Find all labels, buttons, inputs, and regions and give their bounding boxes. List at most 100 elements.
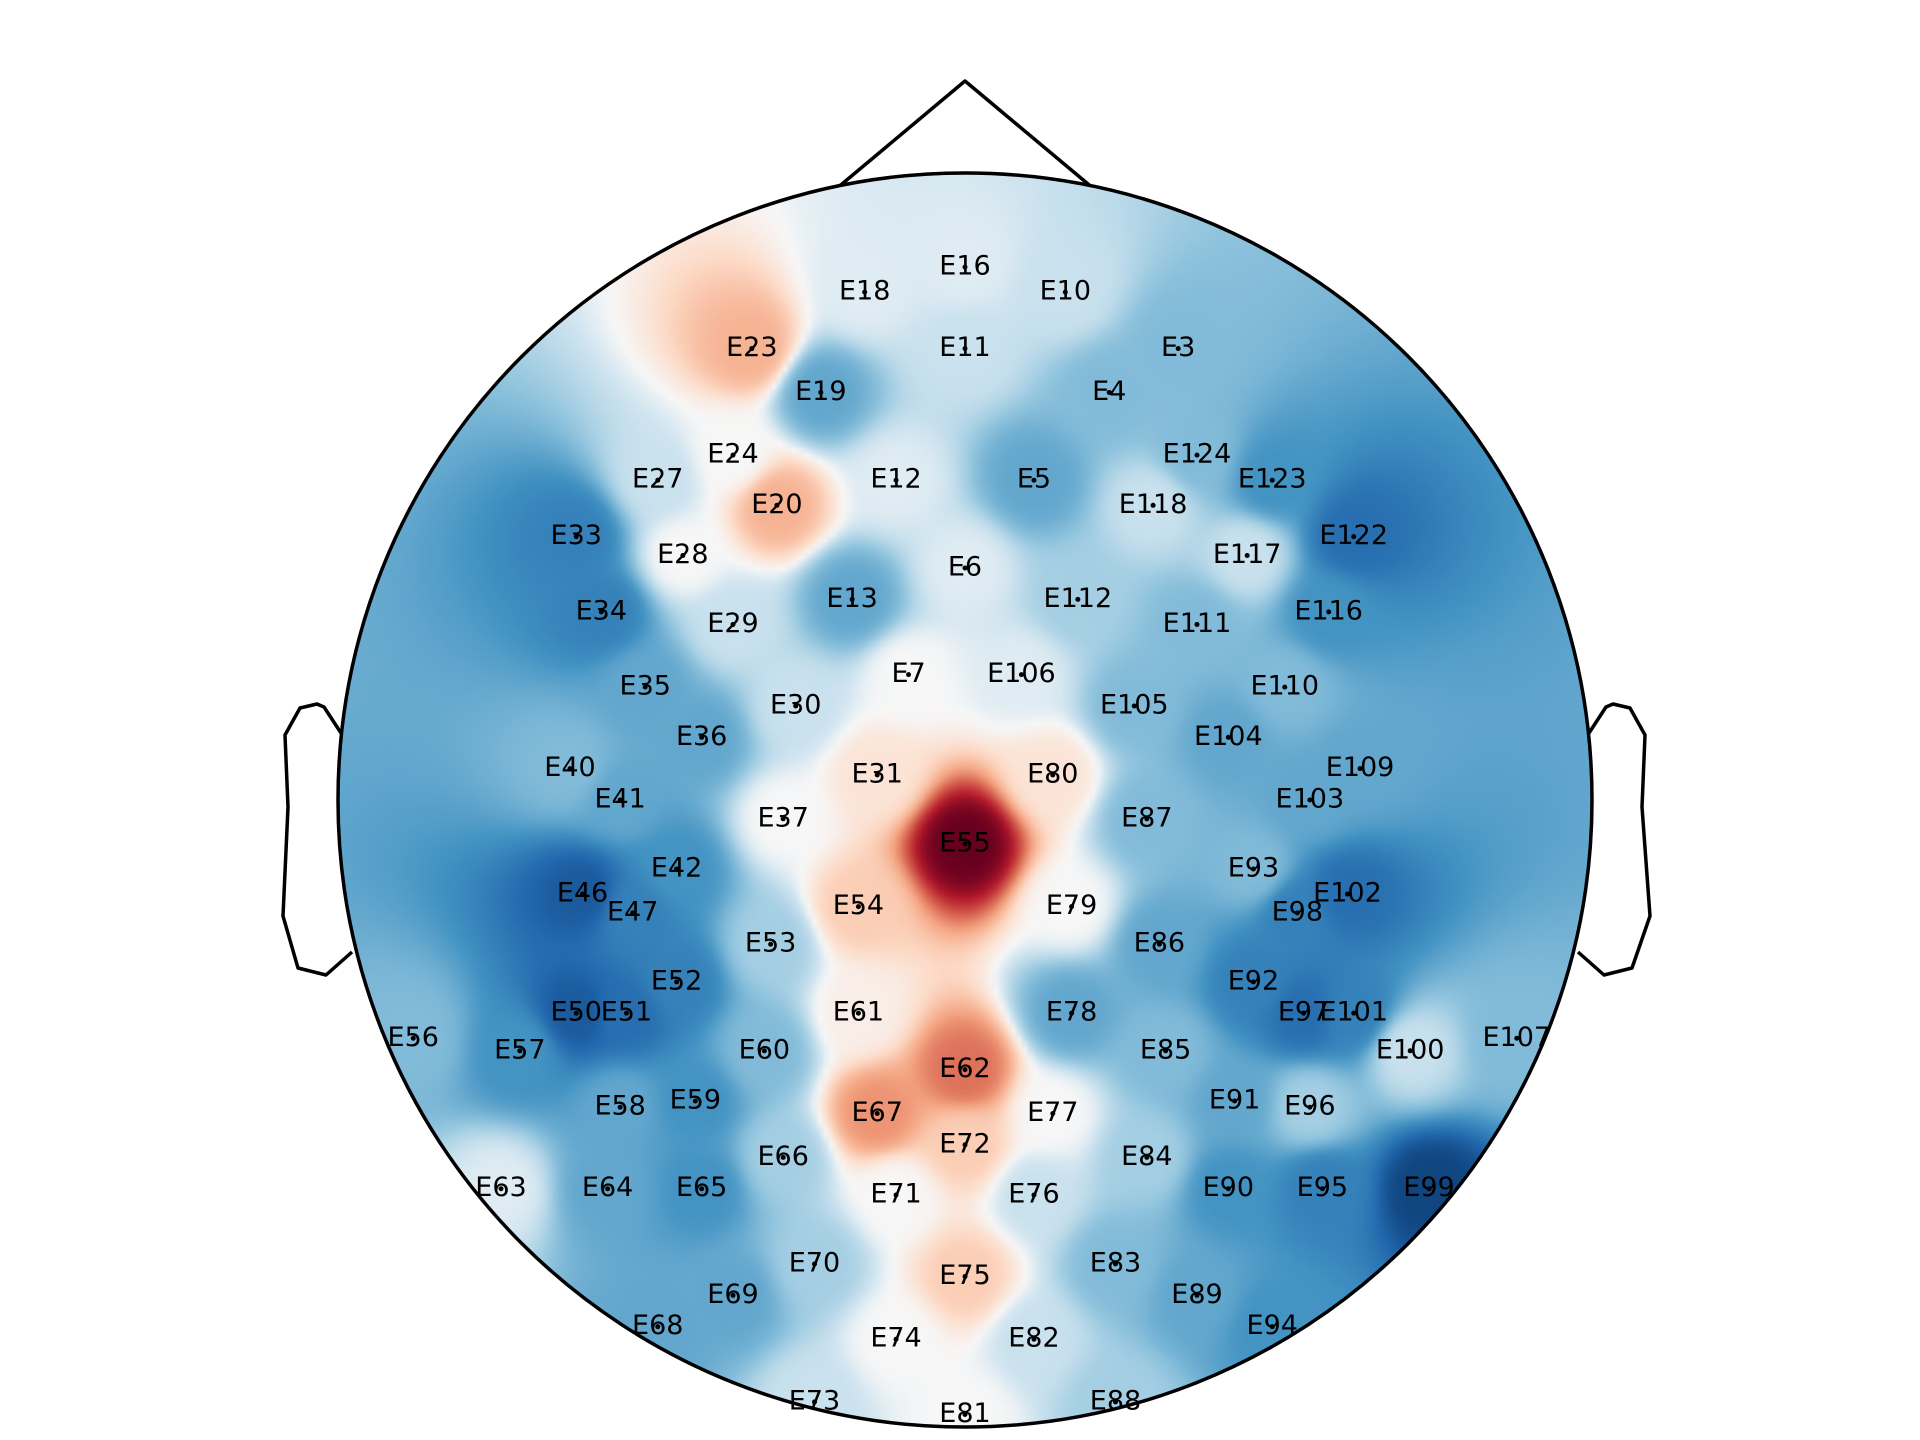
sensor-marker-e98 <box>1294 910 1300 916</box>
sensor-marker-e84 <box>1144 1154 1150 1160</box>
sensor-label-e118: E118 <box>1119 489 1188 520</box>
sensor-label-e73: E73 <box>789 1385 840 1416</box>
sensor-marker-e88 <box>1112 1399 1118 1405</box>
sensor-label-e71: E71 <box>870 1179 921 1210</box>
sensor-label-e86: E86 <box>1134 928 1185 959</box>
sensor-label-e54: E54 <box>833 890 884 921</box>
sensor-label-e77: E77 <box>1027 1097 1078 1128</box>
sensor-marker-e78 <box>1069 1010 1075 1016</box>
sensor-marker-e90 <box>1225 1186 1231 1192</box>
sensor-marker-e66 <box>780 1154 786 1160</box>
sensor-label-e53: E53 <box>745 928 796 959</box>
sensor-label-e20: E20 <box>751 489 802 520</box>
sensor-label-e37: E37 <box>757 802 808 833</box>
sensor-marker-e86 <box>1156 941 1162 947</box>
sensor-marker-e19 <box>818 389 824 395</box>
sensor-marker-e74 <box>893 1336 899 1342</box>
sensor-label-e72: E72 <box>939 1128 990 1159</box>
sensor-marker-e94 <box>1269 1324 1275 1330</box>
sensor-marker-e7 <box>906 672 912 678</box>
sensor-label-e46: E46 <box>557 878 608 909</box>
sensor-marker-e101 <box>1351 1010 1357 1016</box>
sensor-label-e62: E62 <box>939 1053 990 1084</box>
sensor-label-e56: E56 <box>388 1022 439 1053</box>
sensor-label-e50: E50 <box>551 997 602 1028</box>
sensor-marker-e82 <box>1031 1336 1037 1342</box>
sensor-marker-e29 <box>730 621 736 627</box>
sensor-marker-e73 <box>812 1399 818 1405</box>
sensor-marker-e50 <box>573 1010 579 1016</box>
right-ear <box>1576 702 1652 977</box>
sensor-label-e3: E3 <box>1161 332 1195 363</box>
sensor-marker-e117 <box>1244 552 1250 558</box>
sensor-marker-e77 <box>1050 1111 1056 1116</box>
sensor-label-e96: E96 <box>1284 1091 1335 1122</box>
sensor-label-e13: E13 <box>826 583 877 614</box>
sensor-label-e18: E18 <box>839 276 890 307</box>
sensor-marker-e64 <box>605 1186 611 1192</box>
sensor-marker-e91 <box>1232 1098 1238 1104</box>
sensor-label-e23: E23 <box>726 332 777 363</box>
sensor-label-e87: E87 <box>1121 802 1172 833</box>
sensor-label-e116: E116 <box>1294 595 1363 626</box>
sensor-marker-e100 <box>1407 1048 1413 1054</box>
sensor-label-e88: E88 <box>1090 1385 1141 1416</box>
sensor-marker-e111 <box>1194 621 1200 627</box>
sensor-marker-e4 <box>1106 389 1112 395</box>
sensor-label-e91: E91 <box>1209 1084 1260 1115</box>
sensor-label-e24: E24 <box>707 439 758 470</box>
sensor-label-e122: E122 <box>1319 520 1388 551</box>
sensor-marker-e5 <box>1031 477 1037 483</box>
sensor-marker-e54 <box>855 904 861 910</box>
sensor-marker-e92 <box>1250 979 1256 985</box>
sensor-marker-e116 <box>1326 609 1332 615</box>
sensor-label-e78: E78 <box>1046 997 1097 1028</box>
sensor-marker-e61 <box>855 1010 861 1016</box>
sensor-label-e94: E94 <box>1247 1310 1298 1341</box>
head-outline <box>281 79 1652 977</box>
sensor-marker-e51 <box>623 1010 629 1016</box>
sensor-marker-e56 <box>410 1035 416 1041</box>
sensor-label-e5: E5 <box>1017 464 1051 495</box>
sensor-label-e59: E59 <box>670 1084 721 1115</box>
sensor-label-e117: E117 <box>1213 539 1282 570</box>
sensor-marker-e11 <box>962 346 968 352</box>
sensor-label-e70: E70 <box>789 1247 840 1278</box>
sensor-marker-e69 <box>730 1292 736 1298</box>
heatmap-field <box>338 173 1592 1427</box>
sensor-label-e55: E55 <box>939 827 990 858</box>
nose <box>834 79 1096 191</box>
sensor-label-e35: E35 <box>620 671 671 702</box>
sensor-label-e112: E112 <box>1044 583 1113 614</box>
sensor-label-e33: E33 <box>551 520 602 551</box>
sensor-marker-e60 <box>761 1048 767 1054</box>
sensor-marker-e104 <box>1225 734 1231 740</box>
sensor-marker-e20 <box>774 502 780 508</box>
sensor-marker-e27 <box>655 477 661 483</box>
sensor-label-e106: E106 <box>987 658 1056 689</box>
sensor-label-e93: E93 <box>1228 852 1279 883</box>
head-circle <box>336 171 1594 1429</box>
sensor-label-e82: E82 <box>1008 1323 1059 1354</box>
sensor-marker-e55 <box>962 841 968 847</box>
sensor-label-e57: E57 <box>494 1034 545 1065</box>
sensor-marker-e37 <box>780 816 786 822</box>
sensor-marker-e33 <box>573 534 579 540</box>
sensor-marker-e13 <box>849 596 855 602</box>
sensor-label-e90: E90 <box>1203 1172 1254 1203</box>
sensor-label-e28: E28 <box>657 539 708 570</box>
sensor-marker-e30 <box>793 703 799 709</box>
sensor-label-e52: E52 <box>651 965 702 996</box>
sensor-marker-e124 <box>1194 452 1200 458</box>
sensor-label-e60: E60 <box>739 1034 790 1065</box>
sensor-marker-e96 <box>1307 1104 1313 1110</box>
sensor-label-e98: E98 <box>1272 896 1323 927</box>
sensor-marker-e79 <box>1069 904 1075 910</box>
sensor-label-e107: E107 <box>1482 1022 1551 1053</box>
sensor-marker-e3 <box>1175 346 1181 352</box>
sensor-marker-e93 <box>1250 866 1256 872</box>
sensor-label-e74: E74 <box>870 1323 921 1354</box>
sensor-layer: E16 E18 E10 E23 E11 E3 E19 E4 E24 E124 E27 E12 E5 E12… <box>388 251 1552 1429</box>
sensor-label-e69: E69 <box>707 1279 758 1310</box>
sensor-marker-e97 <box>1301 1010 1307 1016</box>
